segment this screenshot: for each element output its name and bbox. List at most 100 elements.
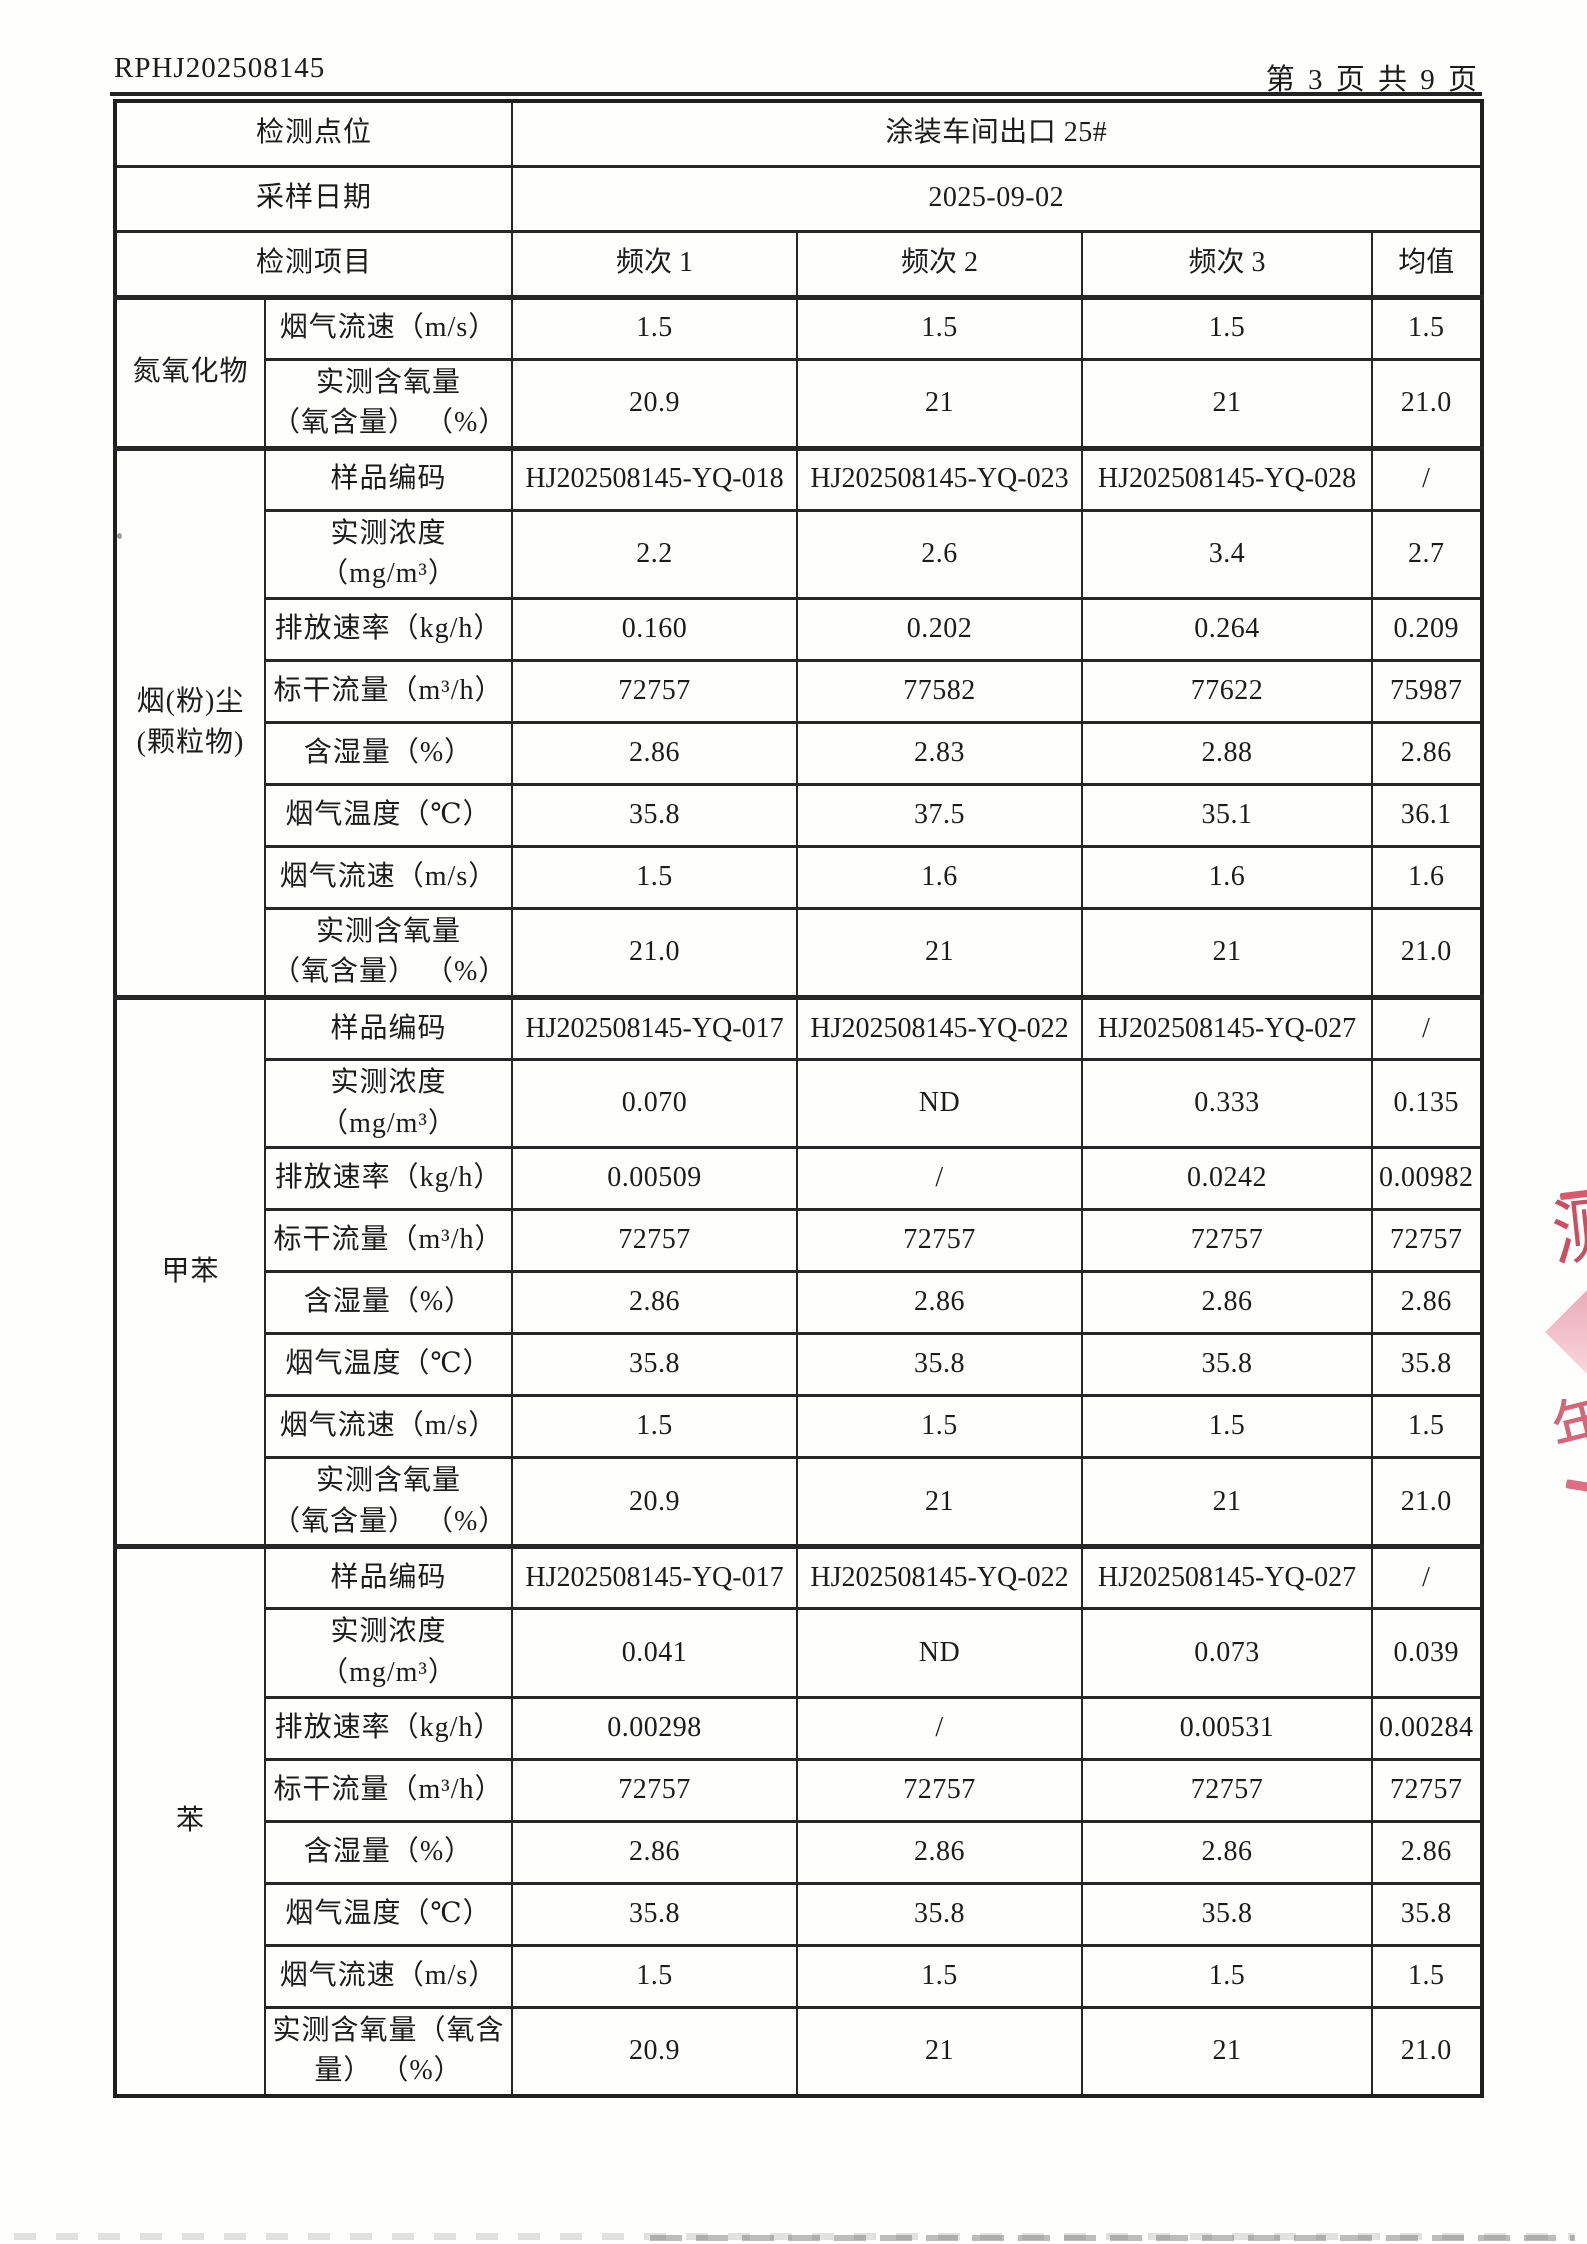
cell-value: 2.86 — [1371, 720, 1483, 786]
cell-value: ND — [796, 1058, 1083, 1150]
table-row: 烟气流速（m/s） 1.5 1.6 1.6 1.6 — [115, 844, 1483, 910]
cell-value: HJ202508145-YQ-022 — [796, 995, 1083, 1062]
cell-value: 77622 — [1081, 658, 1373, 724]
row-label: 烟气流速（m/s） — [264, 844, 513, 910]
table-row: 含湿量（%） 2.86 2.86 2.86 2.86 — [115, 1270, 1483, 1336]
group-label: 甲苯 — [114, 995, 266, 1549]
cell-value: 0.041 — [511, 1607, 798, 1699]
table-row: 排放速率（kg/h） 0.00509 / 0.0242 0.00982 — [115, 1146, 1483, 1212]
cell-value: 0.073 — [1081, 1607, 1373, 1699]
cell-value: 1.5 — [511, 1943, 798, 2009]
table-header-row: 检测项目 频次 1 频次 2 频次 3 均值 — [114, 229, 1483, 299]
table-row: 烟气温度（℃） 35.8 37.5 35.1 36.1 — [115, 782, 1483, 848]
page-indicator: 第 3 页 共 9 页 — [1265, 64, 1480, 96]
cell-value: 2.88 — [1081, 720, 1373, 786]
cell-value: 35.8 — [1371, 1332, 1483, 1398]
table-row: 氮氧化物 烟气流速（m/s） 1.5 1.5 1.5 1.5 — [114, 294, 1483, 450]
row-label: 检测点位 — [114, 99, 513, 168]
cell-value: 72757 — [511, 658, 798, 724]
cell-value: 35.8 — [1081, 1332, 1373, 1398]
row-label: 烟气温度（℃） — [264, 782, 513, 848]
monitoring-results-table: 检测点位 涂装车间出口 25# 采样日期 2025-09-02 检测项目 频次 … — [113, 99, 1484, 2098]
cell-value: / — [796, 1146, 1083, 1212]
stamp-character: 年 — [1544, 1386, 1587, 1468]
cell-value: 2025-09-02 — [511, 164, 1483, 233]
cell-value: 35.8 — [511, 1881, 798, 1947]
table-row: 实测含氧量（氧含 量） （%） 20.9 21 21 21.0 — [115, 2005, 1483, 2098]
stamp-fragment-dash — [1565, 1479, 1587, 1492]
cell-value: 2.86 — [796, 1270, 1083, 1336]
cell-value: 75987 — [1371, 658, 1483, 724]
cell-value: 0.202 — [796, 596, 1083, 662]
table-row: 标干流量（m³/h） 72757 72757 72757 72757 — [115, 1757, 1483, 1823]
row-label: 实测含氧量 （氧含量） （%） — [264, 357, 513, 450]
cell-value: 1.6 — [796, 844, 1083, 910]
row-label: 样品编码 — [264, 1544, 513, 1611]
row-label: 实测含氧量 （氧含量） （%） — [264, 1456, 513, 1549]
header-rule — [110, 92, 1482, 96]
cell-value: 21.0 — [1371, 906, 1483, 1000]
cell-value: 0.209 — [1371, 596, 1483, 662]
cell-value: HJ202508145-YQ-018 — [511, 445, 798, 512]
group-label: 烟(粉)尘 (颗粒物) — [114, 445, 266, 1000]
cell-value: 35.8 — [796, 1332, 1083, 1398]
cell-value: 77582 — [796, 658, 1083, 724]
cell-value: 21.0 — [1371, 357, 1483, 450]
column-header: 频次 1 — [511, 229, 798, 299]
cell-value: 37.5 — [796, 782, 1083, 848]
cell-value: 0.00298 — [511, 1695, 798, 1761]
row-label: 样品编码 — [264, 995, 513, 1062]
column-header: 频次 3 — [1081, 229, 1373, 299]
cell-value: 3.4 — [1081, 508, 1373, 600]
cell-value: 0.039 — [1371, 1607, 1483, 1699]
cell-value: HJ202508145-YQ-028 — [1081, 445, 1373, 512]
row-label: 实测含氧量 （氧含量） （%） — [264, 906, 513, 1000]
cell-value: 0.160 — [511, 596, 798, 662]
cell-value: 72757 — [511, 1208, 798, 1274]
cell-value: 2.86 — [1371, 1270, 1483, 1336]
table-row: 实测含氧量 （氧含量） （%） 21.0 21 21 21.0 — [115, 906, 1483, 1000]
table-row: 实测浓度（mg/m³） 2.2 2.6 3.4 2.7 — [115, 508, 1483, 600]
cell-value: / — [1371, 995, 1483, 1062]
table-row: 烟气流速（m/s） 1.5 1.5 1.5 1.5 — [115, 1394, 1483, 1460]
cell-value: 72757 — [1081, 1757, 1373, 1823]
cell-value: HJ202508145-YQ-027 — [1081, 1544, 1373, 1611]
cell-value: 1.5 — [1081, 294, 1373, 361]
cell-value: 21 — [1081, 2005, 1373, 2098]
row-label: 实测含氧量（氧含 量） （%） — [264, 2005, 513, 2098]
cell-value: 35.8 — [1081, 1881, 1373, 1947]
cell-value: 1.5 — [511, 294, 798, 361]
row-label: 实测浓度（mg/m³） — [264, 1058, 513, 1150]
row-label: 含湿量（%） — [264, 1819, 513, 1885]
table-row: 苯 样品编码 HJ202508145-YQ-017 HJ202508145-YQ… — [114, 1544, 1483, 2098]
cell-value: 2.86 — [511, 1270, 798, 1336]
cell-value: HJ202508145-YQ-027 — [1081, 995, 1373, 1062]
cell-value: 21.0 — [511, 906, 798, 1000]
cell-value: 1.5 — [796, 1394, 1083, 1460]
cell-value: 1.5 — [511, 844, 798, 910]
cell-value: 72757 — [1371, 1208, 1483, 1274]
cell-value: 72757 — [511, 1757, 798, 1823]
cell-value: 2.83 — [796, 720, 1083, 786]
table-row: 含湿量（%） 2.86 2.86 2.86 2.86 — [115, 1819, 1483, 1885]
row-label: 烟气流速（m/s） — [264, 1943, 513, 2009]
cell-value: 21 — [1081, 906, 1373, 1000]
cell-value: HJ202508145-YQ-023 — [796, 445, 1083, 512]
table-row: 烟(粉)尘 (颗粒物) 样品编码 HJ202508145-YQ-018 HJ20… — [114, 445, 1483, 1000]
cell-value: 0.070 — [511, 1058, 798, 1150]
stamp-diamond-shape — [1545, 1288, 1587, 1376]
cell-value: 1.5 — [1371, 1394, 1483, 1460]
cell-value: 2.86 — [1081, 1270, 1373, 1336]
column-header: 频次 2 — [796, 229, 1083, 299]
cell-value: ND — [796, 1607, 1083, 1699]
cell-value: 1.6 — [1081, 844, 1373, 910]
cell-value: 1.5 — [1371, 294, 1483, 361]
table-row: 排放速率（kg/h） 0.160 0.202 0.264 0.209 — [115, 596, 1483, 662]
cell-value: / — [1371, 1544, 1483, 1611]
table-row: 实测浓度（mg/m³） 0.041 ND 0.073 0.039 — [115, 1607, 1483, 1699]
row-label: 排放速率（kg/h） — [264, 1146, 513, 1212]
cell-value: 72757 — [1081, 1208, 1373, 1274]
table-row: 排放速率（kg/h） 0.00298 / 0.00531 0.00284 — [115, 1695, 1483, 1761]
cell-value: 72757 — [796, 1208, 1083, 1274]
cell-value: 2.86 — [511, 720, 798, 786]
